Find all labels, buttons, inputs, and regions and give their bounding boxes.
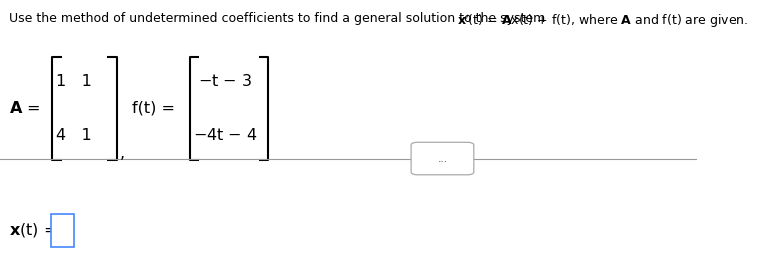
Text: $-$4t $-$ 4: $-$4t $-$ 4	[193, 127, 257, 144]
Text: ,: ,	[120, 146, 125, 161]
Text: Use the method of undetermined coefficients to find a general solution to the sy: Use the method of undetermined coefficie…	[9, 12, 549, 25]
FancyBboxPatch shape	[411, 142, 473, 175]
Text: $\bf{x'}$(t) = $\bf{A}$x(t) + f(t), where $\bf{A}$ and f(t) are given.: $\bf{x'}$(t) = $\bf{A}$x(t) + f(t), wher…	[457, 12, 748, 30]
Text: $-$t $-$ 3: $-$t $-$ 3	[198, 73, 253, 89]
Text: 1   1: 1 1	[56, 74, 92, 89]
Text: f(t) =: f(t) =	[133, 101, 176, 116]
Text: 4   1: 4 1	[56, 128, 92, 143]
Text: $\bf{x}$(t) =: $\bf{x}$(t) =	[9, 221, 57, 239]
Text: $\bf{A}$ =: $\bf{A}$ =	[9, 100, 41, 117]
Text: ...: ...	[438, 154, 448, 163]
FancyBboxPatch shape	[51, 214, 74, 247]
